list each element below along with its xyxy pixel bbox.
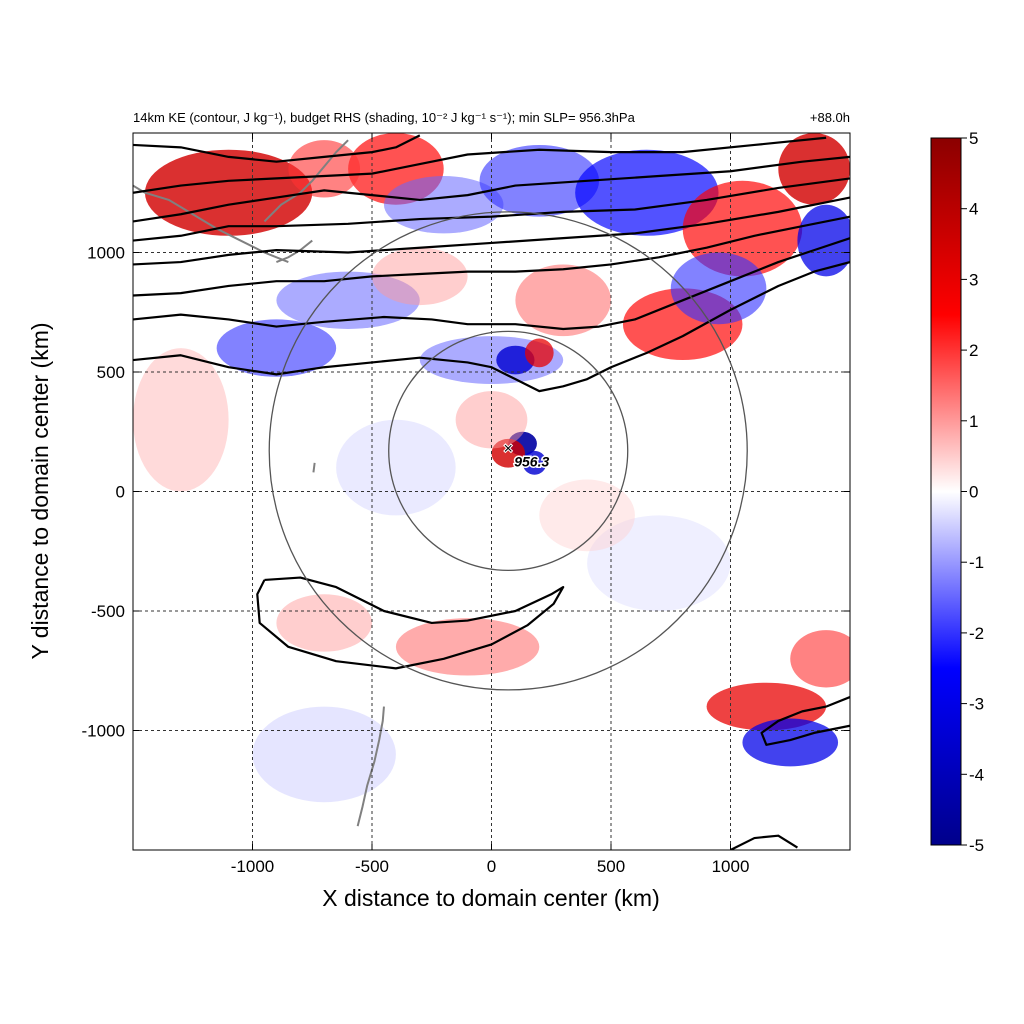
x-tick-label: -500: [355, 857, 389, 876]
shading-cell: [216, 319, 337, 377]
x-tick-label: -1000: [231, 857, 274, 876]
ke-contour: [256, 576, 565, 670]
coastline-layer: [133, 139, 385, 827]
x-tick-label: 0: [487, 857, 496, 876]
colorbar-tick-label: 1: [969, 412, 978, 431]
colorbar-tick-label: -3: [969, 695, 984, 714]
shading-cell: [491, 438, 525, 468]
y-axis-ticks: -1000 -500 0 500 1000: [82, 244, 850, 741]
colorbar-tick-label: 0: [969, 483, 978, 502]
ke-contour: [133, 237, 850, 331]
lead-time-label: +88.0h: [810, 110, 850, 125]
y-tick-label: 500: [97, 363, 125, 382]
shading-cell: [372, 247, 468, 306]
shading-cell: [515, 264, 611, 337]
shading-cell: [524, 338, 554, 368]
y-tick-label: 1000: [87, 244, 125, 263]
y-tick-label: -500: [91, 602, 125, 621]
chart-title: 14km KE (contour, J kg⁻¹), budget RHS (s…: [133, 110, 636, 125]
coastline: [312, 462, 316, 473]
x-tick-label: 1000: [712, 857, 750, 876]
shading-cell: [395, 618, 540, 676]
ke-contour-layer: [133, 134, 850, 850]
shading-cell: [479, 144, 600, 217]
shading-layer: [133, 133, 850, 803]
colorbar-ticks: 5 4 3 2 1 0 -1 -2 -3 -4 -5: [961, 129, 984, 855]
shading-cell: [797, 204, 850, 277]
coastline: [263, 139, 349, 223]
x-axis-label: X distance to domain center (km): [322, 885, 659, 911]
x-axis-ticks: -1000 -500 0 500 1000: [231, 133, 750, 876]
ke-contour: [730, 834, 799, 850]
shading-cell: [539, 479, 635, 552]
shading-cell: [276, 594, 373, 652]
range-circle: [388, 330, 629, 572]
storm-center-marker: ×: [504, 440, 513, 457]
ke-contour: [133, 134, 421, 163]
colorbar-tick-label: -1: [969, 553, 984, 572]
shading-cell: [455, 391, 528, 449]
storm-center-layer: ×956.3: [503, 439, 551, 471]
x-tick-label: 500: [597, 857, 625, 876]
ke-contour: [760, 696, 850, 746]
shading-cell: [587, 515, 731, 611]
coastline: [276, 239, 313, 263]
shading-cell: [288, 140, 361, 198]
colorbar: [930, 137, 962, 846]
colorbar-tick-label: 2: [969, 341, 978, 360]
range-circle: [268, 211, 748, 691]
plot-area: ×956.3: [133, 133, 850, 850]
colorbar-tick-label: 3: [969, 270, 978, 289]
range-circle-layer: [268, 211, 748, 691]
ke-contour: [133, 215, 850, 297]
colorbar-tick-label: -4: [969, 765, 984, 784]
colorbar-tick-label: 5: [969, 129, 978, 148]
shading-cell: [706, 682, 827, 731]
shading-cell: [670, 252, 767, 325]
ke-contour: [133, 196, 850, 266]
coastline: [133, 184, 289, 263]
shading-cell: [522, 450, 547, 475]
shading-cell: [682, 180, 803, 277]
shading-cell: [336, 419, 456, 516]
ke-contour: [133, 155, 850, 223]
shading-cell: [778, 133, 850, 205]
shading-cell: [252, 706, 396, 803]
shading-cell: [790, 630, 850, 688]
y-tick-label: -1000: [82, 722, 125, 741]
shading-cell: [742, 718, 839, 767]
ke-contour: [133, 260, 850, 393]
y-axis-label: Y distance to domain center (km): [27, 322, 53, 659]
coastline: [356, 706, 385, 827]
colorbar-tick-label: 4: [969, 200, 978, 219]
min-slp-label: 956.3: [514, 453, 549, 469]
colorbar-tick-label: -5: [969, 836, 984, 855]
shading-cell: [133, 348, 229, 492]
ke-contour: [133, 136, 827, 194]
y-tick-label: 0: [116, 483, 125, 502]
colorbar-tick-label: -2: [969, 624, 984, 643]
shading-cell: [144, 149, 313, 236]
